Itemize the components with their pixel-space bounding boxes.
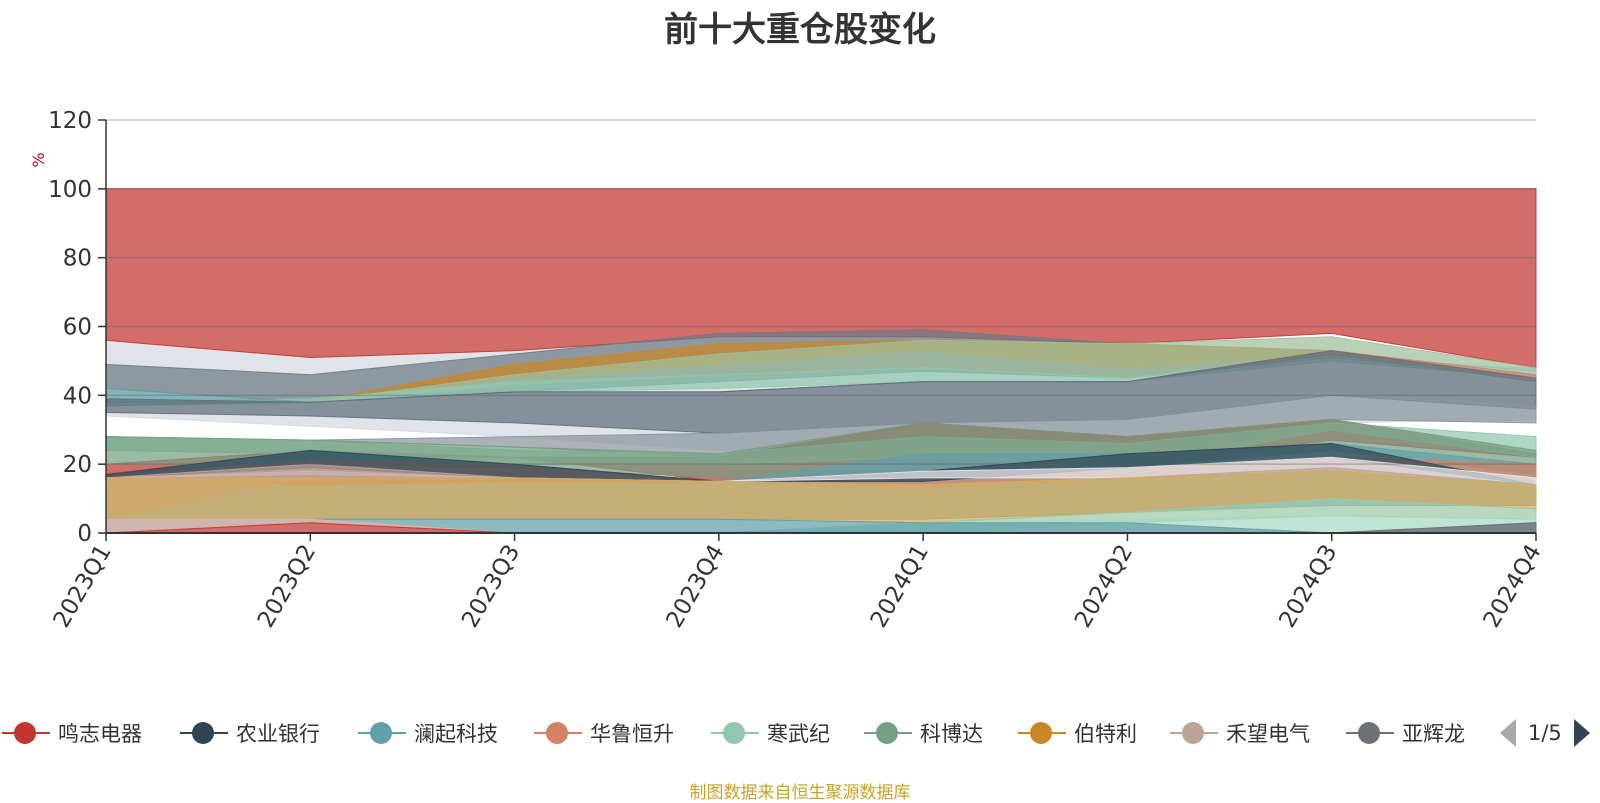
legend-label: 科博达 [920,722,983,746]
x-tick-label: 2024Q1 [866,540,934,632]
legend-label: 澜起科技 [414,722,498,746]
legend-item[interactable]: 农业银行 [178,716,320,750]
legend-item[interactable]: 华鲁恒升 [532,716,674,750]
legend-pager: 1/5 [1500,716,1590,750]
grid-lines [106,119,1536,465]
legend-marker-icon [1016,716,1068,750]
y-tick-label: 80 [63,246,92,272]
legend-marker-icon [0,716,52,750]
y-tick-label: 40 [63,383,92,409]
x-tick-label: 2024Q4 [1479,540,1547,632]
legend-next-page-icon[interactable] [1573,719,1590,747]
legend-marker-icon [532,716,584,750]
x-tick-label: 2024Q2 [1070,540,1138,632]
legend-label: 亚辉龙 [1402,722,1465,746]
x-tick-label: 2023Q2 [253,540,321,632]
legend-page-indicator: 1/5 [1528,721,1562,745]
legend-marker-icon [178,716,230,750]
data-source-note: 制图数据来自恒生聚源数据库 [689,783,911,803]
x-tick-label: 2023Q3 [457,540,525,632]
legend-marker-icon [1168,716,1220,750]
legend-label: 鸣志电器 [58,722,142,746]
legend-prev-page-icon[interactable] [1500,719,1516,747]
legend-label: 寒武纪 [767,722,830,746]
legend-label: 禾望电气 [1226,722,1310,746]
legend: 鸣志电器 农业银行 澜起科技 华鲁恒升 寒武纪 科博达 伯特利 禾望电气 亚辉龙 [0,716,1600,750]
legend-label: 华鲁恒升 [590,722,674,746]
x-tick-label: 2023Q1 [49,540,117,632]
y-tick-label: 60 [63,315,92,341]
y-tick-label: 120 [48,108,92,134]
legend-item[interactable]: 鸣志电器 [0,716,142,750]
x-tick-label: 2024Q3 [1274,540,1342,632]
legend-marker-icon [709,716,761,750]
legend-item[interactable]: 寒武纪 [709,716,830,750]
legend-marker-icon [862,716,914,750]
legend-label: 农业银行 [236,722,320,746]
y-tick-label: 100 [48,177,92,203]
legend-label: 伯特利 [1074,722,1137,746]
legend-item[interactable]: 伯特利 [1016,716,1137,750]
legend-item[interactable]: 科博达 [862,716,983,750]
y-tick-label: 0 [77,521,92,547]
legend-item[interactable]: 亚辉龙 [1344,716,1465,750]
legend-marker-icon [356,716,408,750]
x-tick-label: 2023Q4 [662,540,730,632]
legend-item[interactable]: 澜起科技 [356,716,498,750]
y-tick-label: 20 [63,452,92,478]
chart-title: 前十大重仓股变化 [664,10,936,50]
area-chart: 0 20 40 60 80 100 120 2023Q1 2023Q2 2023Q3 2023Q4 2… [29,108,1547,632]
y-axis-unit-label: % [29,152,48,167]
area-bands [105,188,1537,534]
legend-marker-icon [1344,716,1396,750]
legend-item[interactable]: 禾望电气 [1168,716,1310,750]
